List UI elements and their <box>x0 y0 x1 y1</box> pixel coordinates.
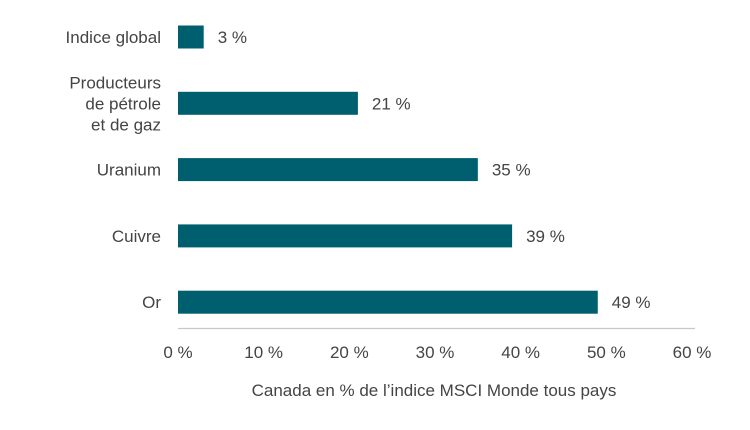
bar <box>178 158 478 182</box>
x-tick-label: 20 % <box>330 343 369 362</box>
category-label: Cuivre <box>112 227 161 246</box>
data-label: 21 % <box>372 94 411 113</box>
bar <box>178 224 513 248</box>
x-tick-label: 50 % <box>587 343 626 362</box>
data-label: 39 % <box>526 227 565 246</box>
x-tick-label: 0 % <box>163 343 192 362</box>
category-label: Producteurs de pétrole et de gaz <box>69 73 161 134</box>
x-tick-label: 10 % <box>244 343 283 362</box>
category-label: Indice global <box>66 28 161 47</box>
bar <box>178 91 358 115</box>
x-tick-label: 40 % <box>501 343 540 362</box>
x-tick-label: 30 % <box>416 343 455 362</box>
bar <box>178 25 204 49</box>
data-label: 35 % <box>492 161 531 180</box>
category-label: Uranium <box>97 161 161 180</box>
data-label: 49 % <box>612 293 651 312</box>
bar <box>178 290 598 314</box>
x-tick-label: 60 % <box>673 343 712 362</box>
data-label: 3 % <box>218 28 247 47</box>
category-label: Or <box>142 293 161 312</box>
x-axis-title: Canada en % de l’indice MSCI Monde tous … <box>252 381 617 400</box>
